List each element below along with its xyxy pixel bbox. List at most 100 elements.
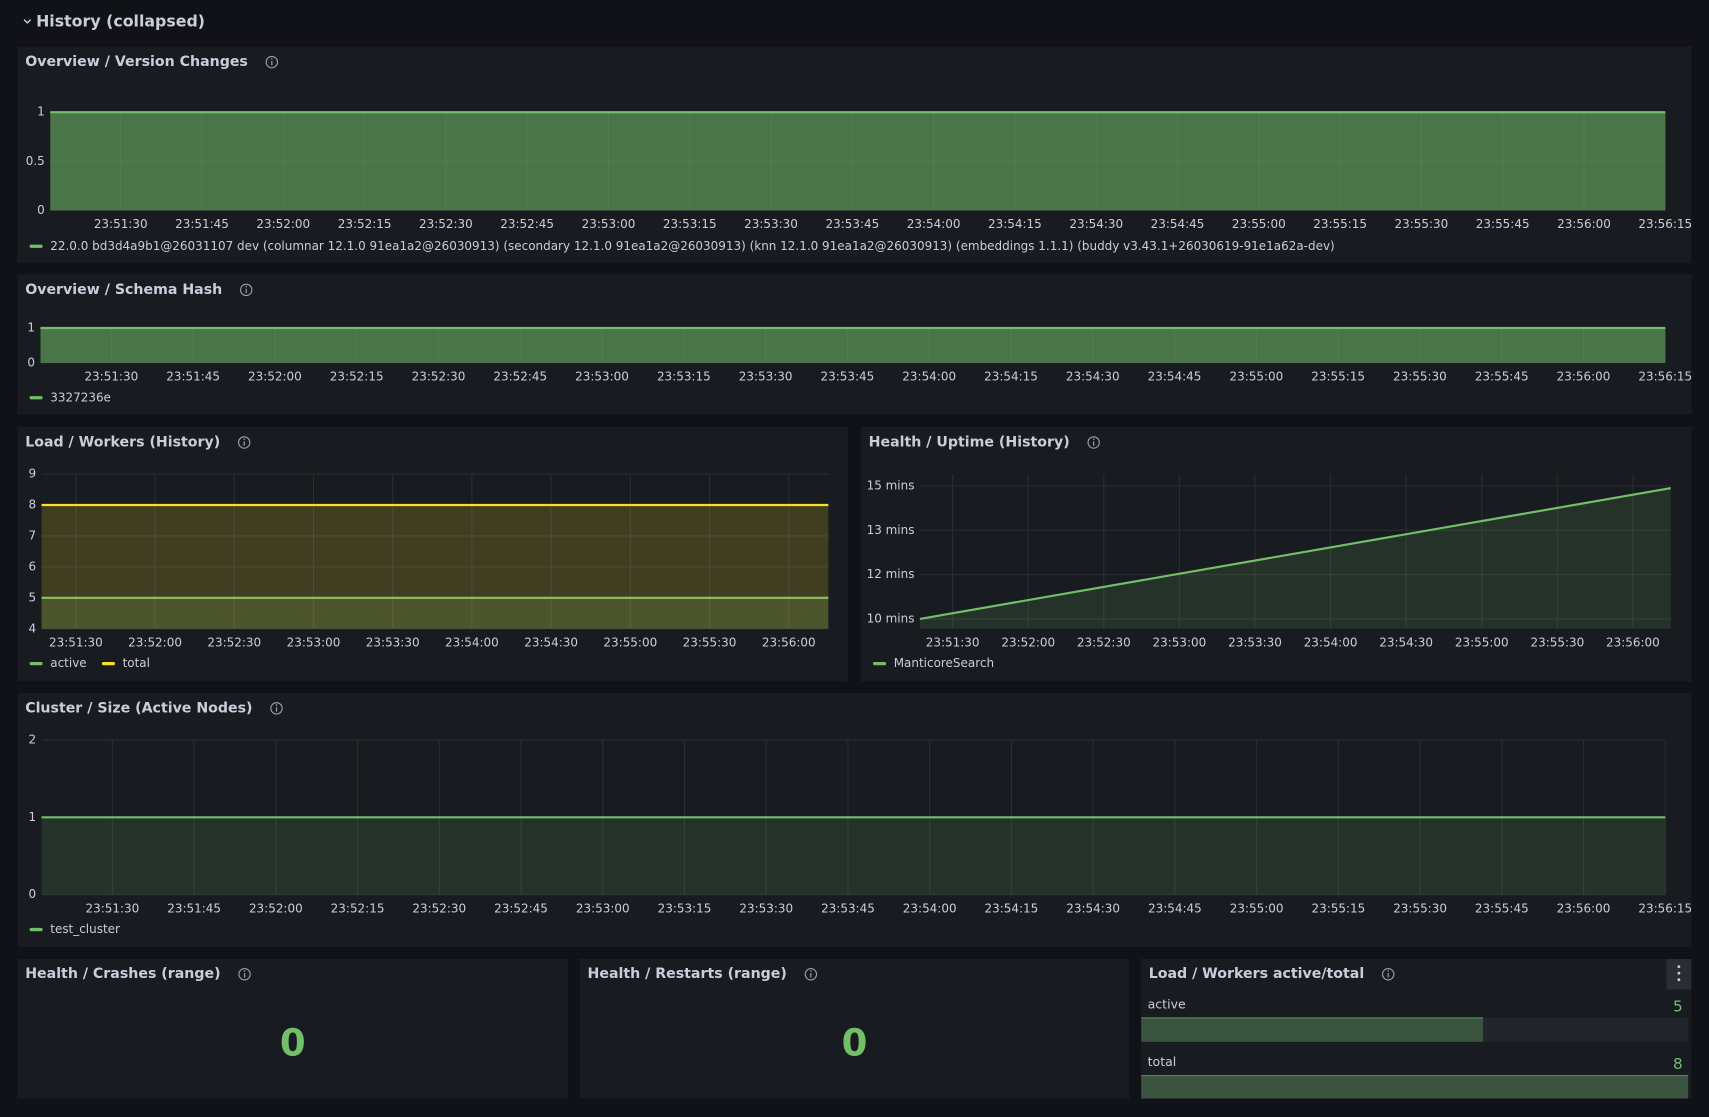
legend-label[interactable]: total [123, 656, 150, 670]
info-circle [237, 436, 251, 449]
info-icon[interactable] [804, 968, 818, 981]
info-icon[interactable] [265, 55, 279, 69]
x-tick-label: 23:53:00 [575, 370, 629, 384]
x-tick-label: 23:54:45 [1151, 217, 1205, 231]
x-tick-label: 23:52:00 [256, 217, 310, 231]
y-tick-label: 4 [28, 621, 36, 635]
panel-title[interactable]: Health / Restarts (range) [588, 966, 787, 982]
info-dot [810, 970, 812, 972]
panel: Cluster / Size (Active Nodes) 0 1 2 23:51:30… [17, 693, 1692, 947]
y-tick-label: 0.5 [26, 154, 45, 168]
x-tick-label: 23:54:30 [1069, 217, 1123, 231]
x-tick-label: 23:55:45 [1475, 901, 1529, 915]
info-circle [1381, 968, 1395, 981]
x-tick-label: 23:55:00 [1232, 217, 1286, 231]
area-fill [41, 504, 829, 629]
legend-swatch[interactable] [29, 662, 43, 666]
info-circle [240, 283, 253, 297]
panel-frame [17, 427, 848, 682]
x-tick-label: 23:52:15 [331, 901, 385, 915]
x-tick-label: 23:55:30 [1395, 217, 1449, 231]
panel-title[interactable]: Health / Uptime (History) [869, 434, 1070, 450]
legend-swatch[interactable] [873, 662, 887, 666]
x-tick-label: 23:53:15 [657, 370, 711, 384]
legend-swatch[interactable] [29, 244, 43, 248]
x-tick-label: 23:54:30 [1066, 901, 1120, 915]
gauge-value: 8 [1673, 1055, 1683, 1073]
x-tick-label: 23:52:15 [338, 217, 392, 231]
x-tick-label: 23:56:15 [1638, 901, 1692, 915]
menu-dot[interactable] [1677, 965, 1681, 969]
legend-label[interactable]: 3327236e [50, 390, 111, 404]
info-dot [275, 704, 278, 706]
panel-title[interactable]: Health / Crashes (range) [25, 966, 220, 982]
x-tick-label: 23:55:30 [1393, 901, 1447, 915]
x-tick-label: 23:52:45 [493, 370, 547, 384]
x-tick-label: 23:51:30 [84, 370, 138, 384]
x-tick-label: 23:53:45 [821, 901, 875, 915]
info-icon[interactable] [1381, 968, 1395, 981]
panel-title[interactable]: Overview / Schema Hash [25, 282, 222, 298]
y-tick-label: 2 [28, 732, 36, 746]
x-tick-label: 23:54:00 [1304, 635, 1358, 649]
x-tick-label: 23:53:30 [366, 635, 420, 649]
x-tick-label: 23:56:00 [1557, 370, 1611, 384]
x-tick-label: 23:54:00 [902, 370, 956, 384]
x-tick-label: 23:52:30 [1077, 635, 1131, 649]
info-icon[interactable] [240, 283, 253, 297]
legend-swatch[interactable] [29, 927, 43, 932]
row-chevron[interactable] [23, 19, 32, 24]
x-tick-label: 23:53:30 [739, 901, 793, 915]
y-tick-label: 12 mins [867, 567, 915, 581]
panel-title[interactable]: Cluster / Size (Active Nodes) [25, 700, 252, 716]
info-icon[interactable] [1087, 436, 1100, 449]
y-tick-label: 0 [27, 355, 35, 369]
legend-label[interactable]: active [50, 656, 86, 670]
legend-label[interactable]: test_cluster [50, 922, 120, 936]
panel-title[interactable]: Load / Workers active/total [1149, 966, 1364, 982]
gauge-value: 5 [1673, 997, 1683, 1015]
x-tick-label: 23:52:30 [412, 901, 466, 915]
x-tick-label: 23:54:00 [445, 635, 499, 649]
legend-label[interactable]: ManticoreSearch [894, 656, 994, 670]
menu-dot[interactable] [1677, 971, 1681, 975]
info-icon[interactable] [237, 436, 251, 449]
legend-swatch[interactable] [29, 396, 43, 400]
x-tick-label: 23:54:15 [984, 370, 1038, 384]
x-tick-label: 23:55:00 [1230, 901, 1284, 915]
x-tick-label: 23:56:00 [762, 635, 816, 649]
x-tick-label: 23:51:30 [94, 217, 148, 231]
x-tick-label: 23:54:15 [988, 217, 1042, 231]
panel-frame [579, 958, 1130, 1099]
x-tick-label: 23:53:00 [287, 635, 341, 649]
y-tick-label: 0 [28, 887, 36, 901]
x-tick-label: 23:51:45 [166, 370, 220, 384]
y-tick-label: 13 mins [867, 523, 915, 537]
x-tick-label: 23:54:45 [1148, 370, 1202, 384]
x-tick-label: 23:54:30 [524, 635, 578, 649]
y-tick-label: 1 [28, 810, 36, 824]
x-tick-label: 23:53:30 [1228, 635, 1282, 649]
x-tick-label: 23:55:30 [1530, 635, 1584, 649]
row-title[interactable]: History (collapsed) [36, 11, 205, 30]
panel-title[interactable]: Load / Workers (History) [25, 434, 220, 450]
info-icon[interactable] [238, 968, 251, 981]
x-tick-label: 23:51:30 [49, 635, 103, 649]
x-tick-label: 23:52:45 [494, 901, 548, 915]
y-tick-label: 5 [28, 590, 36, 604]
info-dot [1387, 970, 1389, 972]
info-icon[interactable] [270, 702, 283, 715]
panel-frame [861, 427, 1692, 682]
menu-dot[interactable] [1677, 978, 1681, 982]
panel-frame [17, 693, 1692, 947]
x-tick-label: 23:52:00 [128, 635, 182, 649]
legend-swatch[interactable] [101, 662, 115, 666]
x-tick-label: 23:51:45 [167, 901, 221, 915]
gauge-name: total [1148, 1054, 1177, 1069]
x-tick-label: 23:54:15 [985, 901, 1039, 915]
x-tick-label: 23:55:45 [1476, 217, 1530, 231]
panel-title[interactable]: Overview / Version Changes [25, 54, 248, 70]
legend-label[interactable]: 22.0.0 bd3d4a9b1@26031107 dev (columnar … [50, 239, 1334, 253]
y-tick-label: 1 [37, 105, 45, 119]
